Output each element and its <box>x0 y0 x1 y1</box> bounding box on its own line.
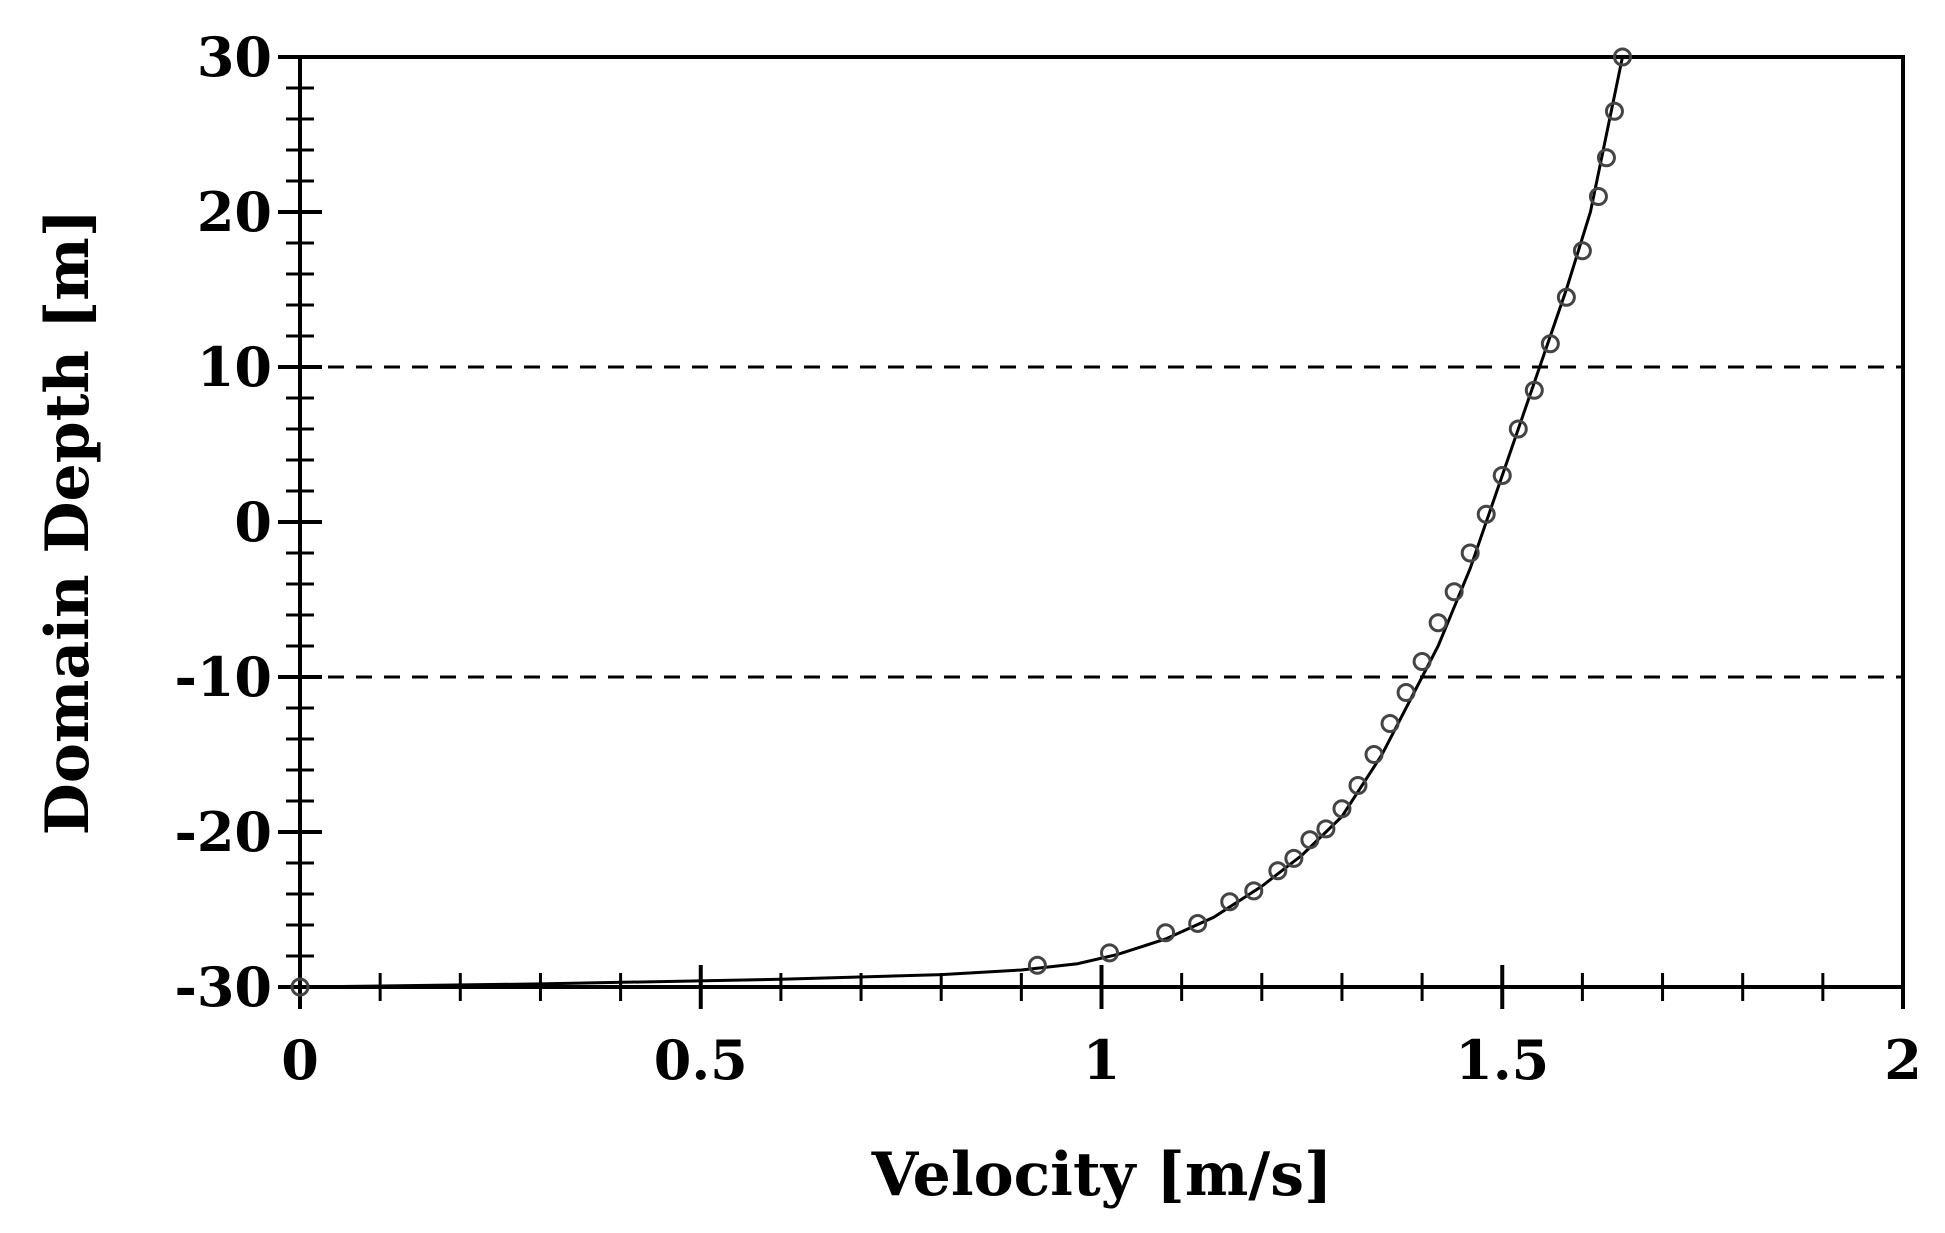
data-point <box>1524 380 1544 400</box>
data-point <box>290 977 310 997</box>
x-tick-labels: 0 0.5 1 1.5 2 <box>281 1028 1922 1092</box>
x-axis-title: Velocity [m/s] <box>871 1140 1333 1210</box>
y-tick-label: 0 <box>234 490 272 554</box>
data-point <box>1572 241 1592 261</box>
data-point <box>1596 148 1616 168</box>
data-point <box>1588 187 1608 206</box>
data-point <box>1540 334 1560 354</box>
data-point <box>1100 943 1120 963</box>
data-point <box>1156 923 1176 943</box>
data-point <box>1380 714 1400 733</box>
major-ticks <box>278 55 1905 1009</box>
data-point <box>1244 881 1264 901</box>
model-line <box>299 56 1624 989</box>
x-tick-label: 0.5 <box>654 1028 748 1092</box>
x-tick-label: 2 <box>1884 1028 1922 1092</box>
data-point <box>1027 955 1047 975</box>
data-point <box>1332 799 1352 819</box>
data-point <box>1604 101 1624 121</box>
data-point <box>1460 543 1480 563</box>
data-point <box>1316 819 1336 839</box>
plot-frame <box>298 55 1905 989</box>
y-tick-label: 30 <box>197 25 272 89</box>
x-tick-label: 1.5 <box>1455 1028 1549 1092</box>
y-axis-title: Domain Depth [m] <box>33 209 103 835</box>
y-tick-labels: -30 -20 -10 0 10 20 30 <box>174 25 272 1019</box>
data-point <box>1492 466 1512 485</box>
y-tick-label: 10 <box>197 335 272 399</box>
x-tick-label: 0 <box>281 1028 319 1092</box>
data-point <box>1612 47 1632 67</box>
data-point <box>1444 582 1464 602</box>
data-point <box>1220 892 1240 912</box>
data-point <box>1188 913 1208 933</box>
data-point <box>1284 848 1304 868</box>
y-tick-label: -20 <box>174 800 272 864</box>
data-point <box>1300 830 1320 850</box>
data-point <box>1348 776 1368 795</box>
data-point <box>1396 683 1416 702</box>
data-point <box>1556 287 1576 307</box>
y-tick-label: -10 <box>174 645 272 709</box>
x-tick-label: 1 <box>1083 1028 1121 1092</box>
series-layer <box>290 47 1632 997</box>
minor-ticks <box>286 55 1905 1001</box>
data-point <box>1364 745 1384 764</box>
reference-lines <box>300 365 1903 679</box>
data-point <box>1428 613 1448 633</box>
y-tick-label: 20 <box>197 180 272 244</box>
data-point <box>1508 419 1528 439</box>
data-point <box>1412 652 1432 671</box>
data-point <box>1268 861 1288 881</box>
data-point <box>1476 504 1496 524</box>
y-tick-label: -30 <box>174 955 272 1019</box>
